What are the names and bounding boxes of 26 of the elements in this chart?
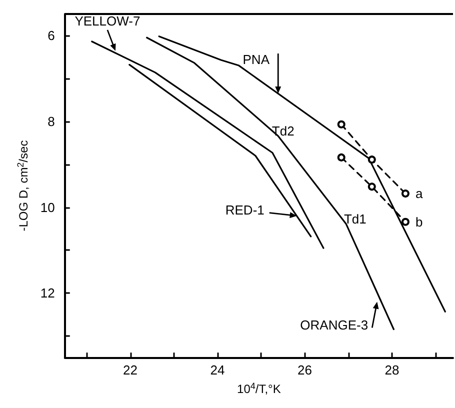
- annotation: ORANGE-3: [300, 317, 368, 332]
- annotation: YELLOW-7: [74, 13, 140, 28]
- point: [337, 153, 346, 162]
- point: [337, 120, 346, 128]
- y-tick-label: 12: [40, 286, 55, 301]
- point: [368, 182, 376, 191]
- y-tick-label: 8: [48, 114, 55, 129]
- line-series: [158, 36, 446, 312]
- y-axis-title: -LOG D, cm2/sec: [16, 140, 30, 232]
- y-tick-label: 6: [48, 28, 55, 43]
- line-series: [91, 40, 324, 249]
- annotation: PNA: [242, 52, 270, 67]
- point: [401, 218, 410, 226]
- x-tick-label: 24: [210, 362, 225, 378]
- annotation: RED-1: [225, 202, 264, 218]
- x-tick-label: 26: [297, 362, 312, 378]
- annotation: Td1: [344, 212, 366, 227]
- y-tick-label: 10: [40, 200, 55, 215]
- series-label: b: [415, 214, 423, 230]
- line-series: [146, 36, 394, 330]
- x-tick-label: 22: [123, 362, 138, 378]
- annotation: Td2: [272, 123, 294, 138]
- series-label: a: [415, 186, 424, 202]
- point: [368, 156, 376, 164]
- x-tick-label: 28: [384, 362, 400, 378]
- point: [401, 190, 410, 198]
